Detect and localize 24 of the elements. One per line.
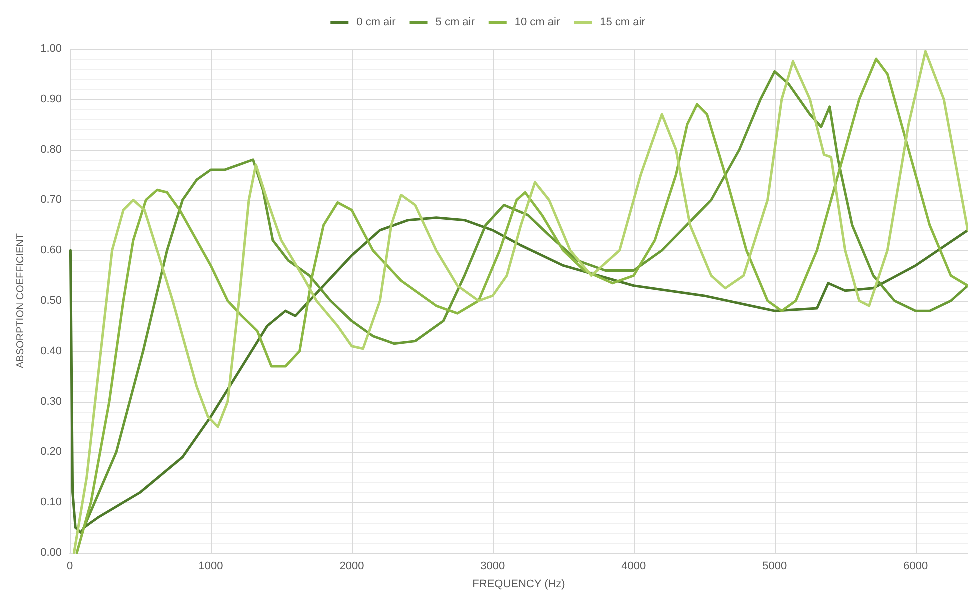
x-tick-label: 5000 (762, 560, 788, 572)
y-tick-label: 0.50 (40, 295, 62, 307)
y-tick-label: 0.20 (40, 446, 62, 458)
legend-label: 15 cm air (600, 16, 646, 28)
legend-label: 0 cm air (356, 16, 396, 28)
y-tick-label: 1.00 (40, 43, 62, 55)
y-tick-label: 0.90 (40, 93, 62, 106)
y-tick-label: 0.80 (40, 144, 62, 156)
x-tick-label: 6000 (904, 560, 928, 572)
legend-label: 10 cm air (514, 16, 560, 28)
legend-label: 5 cm air (436, 16, 476, 28)
y-axis-title: ABSORPTION COEFFICIENT (16, 233, 26, 369)
x-tick-label: 0 (66, 560, 74, 572)
x-tick-label: 3000 (480, 560, 506, 572)
x-axis-title: FREQUENCY (Hz) (472, 578, 566, 590)
x-tick-label: 2000 (340, 560, 364, 572)
x-tick-label: 1000 (198, 560, 224, 572)
y-tick-label: 0.60 (40, 244, 62, 257)
y-tick-label: 0.40 (40, 345, 62, 358)
y-tick-label: 0.00 (40, 547, 62, 559)
y-tick-label: 0.70 (40, 194, 62, 206)
y-tick-label: 0.10 (40, 496, 62, 509)
y-tick-label: 0.30 (40, 396, 62, 408)
x-tick-label: 4000 (622, 560, 646, 572)
